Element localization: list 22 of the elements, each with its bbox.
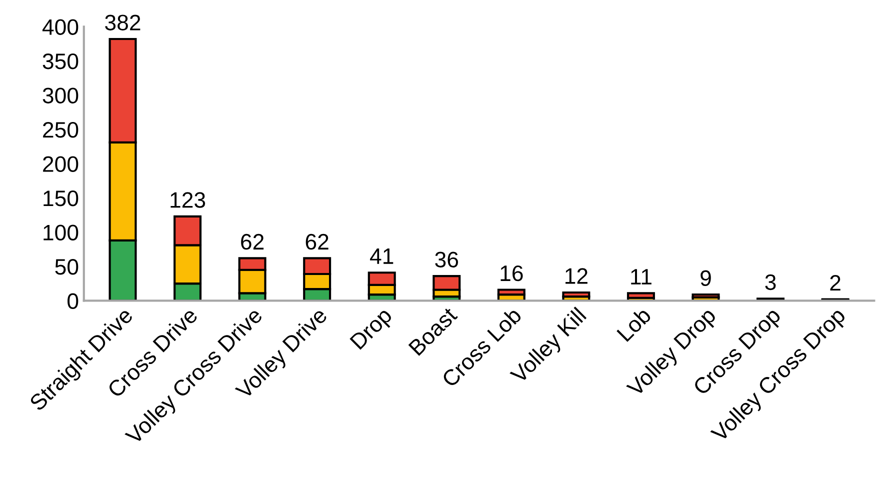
total-label: 9 xyxy=(700,270,711,286)
total-label: 62 xyxy=(241,234,264,250)
y-tick-label: 300 xyxy=(42,88,78,104)
y-tick-label: 400 xyxy=(42,19,78,35)
total-label: 11 xyxy=(631,269,652,284)
total-label: 62 xyxy=(306,234,328,250)
y-tick-label: 50 xyxy=(55,258,78,275)
y-tick-label: 150 xyxy=(44,190,78,206)
total-label: 123 xyxy=(170,192,206,208)
total-label: 41 xyxy=(370,248,394,264)
total-label: 16 xyxy=(500,265,523,282)
y-tick-label: 100 xyxy=(44,224,78,240)
total-label: 2 xyxy=(830,275,840,291)
y-tick-label: 250 xyxy=(43,122,78,138)
total-label: 3 xyxy=(765,274,776,290)
y-tick-label: 200 xyxy=(43,156,78,172)
total-label: 382 xyxy=(105,14,140,30)
y-tick-label: 350 xyxy=(42,53,78,70)
x-tick-label: Lob xyxy=(616,306,652,342)
total-label: 36 xyxy=(435,252,458,268)
y-tick-label: 0 xyxy=(68,293,78,309)
total-label: 12 xyxy=(566,268,588,284)
